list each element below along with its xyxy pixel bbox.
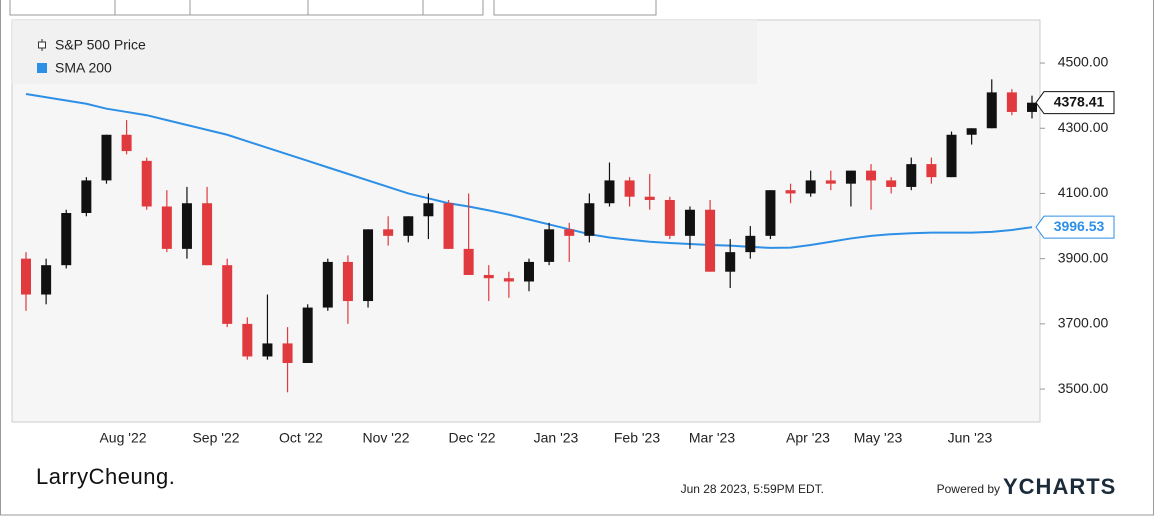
candle-body [443, 203, 454, 249]
candle-body [1027, 102, 1037, 112]
candle-body [845, 170, 856, 184]
candle-body [483, 274, 494, 279]
y-tick-label: 4100.00 [1058, 184, 1109, 200]
provider-logo: YCHARTS [1003, 474, 1116, 499]
sma-line [25, 93, 1033, 249]
candle-body [41, 265, 52, 295]
candle-body [564, 229, 575, 236]
candle-body [383, 229, 394, 236]
candle-body [61, 213, 72, 266]
candle-body [1006, 92, 1017, 112]
candle-body [342, 261, 353, 302]
candle-body [584, 203, 595, 236]
x-tick-label: Oct '22 [279, 430, 323, 446]
legend-box [12, 20, 757, 84]
y-tick-label: 4300.00 [1058, 119, 1109, 135]
candle-body [805, 180, 816, 194]
candle-body [302, 307, 313, 363]
x-tick-label: Jan '23 [534, 430, 579, 446]
x-tick-label: Dec '22 [448, 430, 495, 446]
candle-body [242, 323, 253, 357]
candle-body [785, 190, 796, 194]
candle-body [322, 261, 333, 308]
candle-body [21, 258, 31, 295]
x-tick-label: May '23 [854, 430, 903, 446]
candle-body [644, 196, 655, 200]
candle-body [825, 180, 836, 184]
legend-sma-swatch [37, 63, 47, 73]
toolbar-strip [9, 0, 657, 16]
candle-body [745, 235, 756, 253]
x-tick-label: Aug '22 [99, 430, 146, 446]
candle-body [121, 134, 132, 152]
candle-body [262, 343, 273, 357]
candle-body [986, 92, 997, 129]
candle-body [886, 180, 897, 187]
candle-body [503, 278, 514, 282]
y-tick-label: 3700.00 [1058, 315, 1109, 331]
legend-label: S&P 500 Price [55, 37, 146, 53]
y-tick-label: 4500.00 [1058, 54, 1109, 70]
brand-logo: LarryCheung. [36, 464, 175, 489]
x-tick-label: Apr '23 [786, 430, 830, 446]
powered-by: Powered by [937, 482, 1000, 496]
candle-body [664, 199, 675, 236]
candle-body [202, 203, 213, 266]
candle-body [141, 160, 152, 207]
x-tick-label: Mar '23 [689, 430, 735, 446]
y-tick-label: 3500.00 [1058, 380, 1109, 396]
x-tick-label: Jun '23 [948, 430, 993, 446]
timestamp: Jun 28 2023, 5:59PM EDT. [681, 482, 824, 496]
candle-body [282, 343, 293, 363]
candle-body [101, 134, 112, 181]
candle-body [363, 229, 374, 302]
candle-body [81, 180, 92, 214]
last-price-label-box [1035, 91, 1115, 115]
legend-label: SMA 200 [55, 60, 112, 76]
candle-body [684, 209, 695, 236]
candle-body [403, 216, 414, 236]
candle-body [966, 128, 977, 135]
legend-price-icon [38, 39, 46, 51]
candle-body [765, 190, 776, 236]
candle-body [463, 248, 474, 275]
candle-body [946, 134, 957, 178]
candle-body [624, 180, 635, 197]
last-price-label: 4378.41 [1054, 93, 1105, 109]
y-tick-label: 3900.00 [1058, 249, 1109, 265]
candle-body [926, 164, 937, 178]
candle-body [524, 261, 534, 282]
x-tick-label: Nov '22 [362, 430, 409, 446]
candle-body [705, 209, 716, 272]
candle-body [222, 265, 233, 324]
candle-body [906, 164, 917, 187]
candle-body [725, 252, 736, 272]
x-tick-label: Feb '23 [614, 430, 660, 446]
last-sma-label-box [1035, 215, 1115, 239]
candle-body [423, 203, 434, 217]
candle-body [544, 229, 555, 262]
candle-body [181, 203, 192, 249]
last-sma-label: 3996.53 [1054, 218, 1105, 234]
x-tick-label: Sep '22 [192, 430, 239, 446]
candle-body [604, 180, 615, 204]
candle-body [866, 170, 877, 181]
candle-body [161, 206, 172, 249]
